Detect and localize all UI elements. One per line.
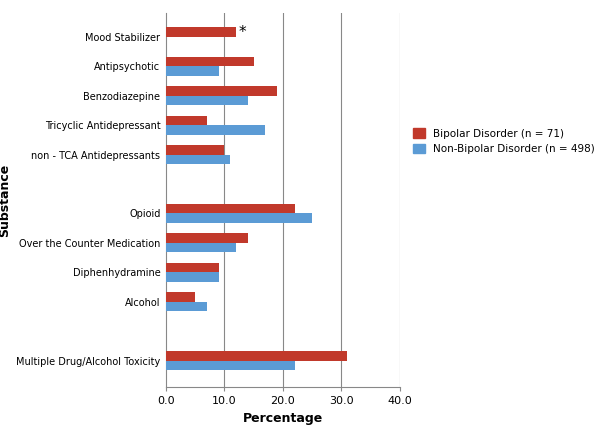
Bar [166,263,219,272]
Bar [166,66,219,76]
Bar [166,351,347,361]
Bar [166,302,207,311]
Bar [166,243,236,252]
Bar [166,57,253,66]
Bar [166,292,196,302]
Bar [166,95,248,105]
Bar [166,86,277,95]
Bar [166,145,224,154]
Text: *: * [239,25,246,40]
X-axis label: Percentage: Percentage [243,412,323,425]
Bar [166,27,236,37]
Bar [166,204,295,213]
Y-axis label: Substance: Substance [0,164,10,237]
Bar [166,234,248,243]
Bar [166,116,207,125]
Bar [166,272,219,282]
Legend: Bipolar Disorder (n = 71), Non-Bipolar Disorder (n = 498): Bipolar Disorder (n = 71), Non-Bipolar D… [407,123,600,159]
Bar [166,361,295,370]
Bar [166,125,266,135]
Bar [166,154,230,164]
Bar [166,213,312,223]
